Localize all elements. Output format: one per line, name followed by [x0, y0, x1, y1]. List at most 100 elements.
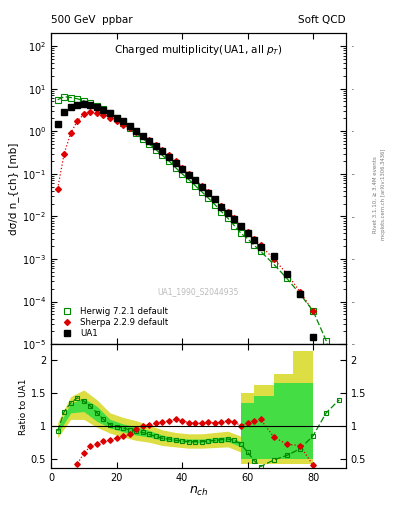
Text: mcplots.cern.ch [arXiv:1306.3436]: mcplots.cern.ch [arXiv:1306.3436]	[381, 149, 386, 240]
Line: UA1: UA1	[55, 101, 316, 340]
UA1	[258, 244, 263, 250]
Sherpa 2.2.9 default	[101, 112, 106, 118]
UA1	[68, 104, 73, 110]
Sherpa 2.2.9 default	[160, 147, 165, 153]
UA1	[219, 204, 224, 210]
Sherpa 2.2.9 default	[193, 177, 198, 183]
Sherpa 2.2.9 default	[206, 189, 211, 195]
Text: UA1_1990_S2044935: UA1_1990_S2044935	[158, 287, 239, 296]
Herwig 7.2.1 default	[180, 171, 184, 177]
Herwig 7.2.1 default	[324, 338, 329, 344]
Herwig 7.2.1 default	[114, 115, 119, 121]
Sherpa 2.2.9 default	[108, 115, 112, 121]
Sherpa 2.2.9 default	[232, 215, 237, 221]
Herwig 7.2.1 default	[232, 223, 237, 229]
Herwig 7.2.1 default	[298, 291, 302, 297]
Sherpa 2.2.9 default	[134, 129, 139, 135]
UA1	[245, 230, 250, 237]
Herwig 7.2.1 default	[121, 119, 125, 125]
UA1	[108, 110, 112, 116]
UA1	[140, 133, 145, 139]
Herwig 7.2.1 default	[108, 110, 112, 116]
UA1	[134, 128, 139, 134]
Y-axis label: dσ/d n_{ch} [mb]: dσ/d n_{ch} [mb]	[8, 142, 19, 235]
UA1	[101, 106, 106, 113]
UA1	[147, 138, 152, 144]
Y-axis label: Ratio to UA1: Ratio to UA1	[19, 378, 28, 435]
Sherpa 2.2.9 default	[311, 308, 316, 314]
UA1	[232, 217, 237, 223]
UA1	[239, 223, 243, 229]
Herwig 7.2.1 default	[95, 102, 99, 109]
Herwig 7.2.1 default	[55, 97, 60, 103]
UA1	[95, 103, 99, 110]
Sherpa 2.2.9 default	[121, 122, 125, 128]
Sherpa 2.2.9 default	[167, 153, 171, 159]
Sherpa 2.2.9 default	[199, 183, 204, 189]
UA1	[62, 109, 66, 115]
Sherpa 2.2.9 default	[127, 125, 132, 131]
Herwig 7.2.1 default	[186, 176, 191, 182]
Legend: Herwig 7.2.1 default, Sherpa 2.2.9 default, UA1: Herwig 7.2.1 default, Sherpa 2.2.9 defau…	[55, 305, 170, 340]
Sherpa 2.2.9 default	[95, 110, 99, 116]
UA1	[311, 333, 316, 339]
Herwig 7.2.1 default	[147, 141, 152, 147]
Sherpa 2.2.9 default	[285, 271, 289, 277]
Herwig 7.2.1 default	[101, 106, 106, 112]
Herwig 7.2.1 default	[252, 242, 257, 248]
UA1	[272, 252, 276, 259]
Sherpa 2.2.9 default	[186, 171, 191, 177]
Herwig 7.2.1 default	[193, 182, 198, 188]
Line: Sherpa 2.2.9 default: Sherpa 2.2.9 default	[55, 110, 315, 313]
Sherpa 2.2.9 default	[114, 118, 119, 124]
Herwig 7.2.1 default	[134, 130, 139, 136]
Line: Herwig 7.2.1 default: Herwig 7.2.1 default	[55, 94, 342, 389]
Herwig 7.2.1 default	[206, 195, 211, 201]
UA1	[167, 154, 171, 160]
Sherpa 2.2.9 default	[75, 118, 80, 124]
Text: 500 GeV  ppbar: 500 GeV ppbar	[51, 14, 133, 25]
Sherpa 2.2.9 default	[147, 137, 152, 143]
UA1	[114, 115, 119, 121]
Herwig 7.2.1 default	[75, 96, 80, 102]
Sherpa 2.2.9 default	[173, 158, 178, 164]
UA1	[298, 291, 302, 297]
Herwig 7.2.1 default	[88, 100, 93, 106]
UA1	[193, 177, 198, 183]
Herwig 7.2.1 default	[213, 201, 217, 207]
Text: Charged multiplicity(UA1, all $p_T$): Charged multiplicity(UA1, all $p_T$)	[114, 42, 283, 57]
Herwig 7.2.1 default	[258, 248, 263, 254]
Herwig 7.2.1 default	[245, 236, 250, 242]
Herwig 7.2.1 default	[127, 125, 132, 131]
Sherpa 2.2.9 default	[55, 185, 60, 191]
Sherpa 2.2.9 default	[245, 229, 250, 236]
UA1	[186, 172, 191, 178]
Sherpa 2.2.9 default	[213, 196, 217, 202]
Herwig 7.2.1 default	[68, 94, 73, 100]
Sherpa 2.2.9 default	[140, 133, 145, 139]
Herwig 7.2.1 default	[199, 188, 204, 195]
Sherpa 2.2.9 default	[88, 109, 93, 115]
Herwig 7.2.1 default	[226, 215, 230, 221]
Sherpa 2.2.9 default	[226, 208, 230, 215]
Herwig 7.2.1 default	[160, 153, 165, 159]
Sherpa 2.2.9 default	[62, 151, 66, 157]
X-axis label: $n_{ch}$: $n_{ch}$	[189, 485, 208, 498]
Herwig 7.2.1 default	[239, 230, 243, 237]
UA1	[206, 190, 211, 196]
UA1	[213, 197, 217, 203]
Herwig 7.2.1 default	[81, 98, 86, 104]
Text: Rivet 3.1.10, ≥ 3.4M events: Rivet 3.1.10, ≥ 3.4M events	[373, 156, 378, 233]
UA1	[173, 160, 178, 166]
UA1	[226, 210, 230, 216]
UA1	[285, 271, 289, 277]
UA1	[127, 123, 132, 129]
Sherpa 2.2.9 default	[272, 256, 276, 262]
UA1	[75, 102, 80, 108]
Herwig 7.2.1 default	[311, 308, 316, 314]
Herwig 7.2.1 default	[337, 383, 342, 390]
UA1	[121, 118, 125, 124]
Herwig 7.2.1 default	[285, 275, 289, 282]
Sherpa 2.2.9 default	[298, 289, 302, 295]
Herwig 7.2.1 default	[173, 164, 178, 170]
